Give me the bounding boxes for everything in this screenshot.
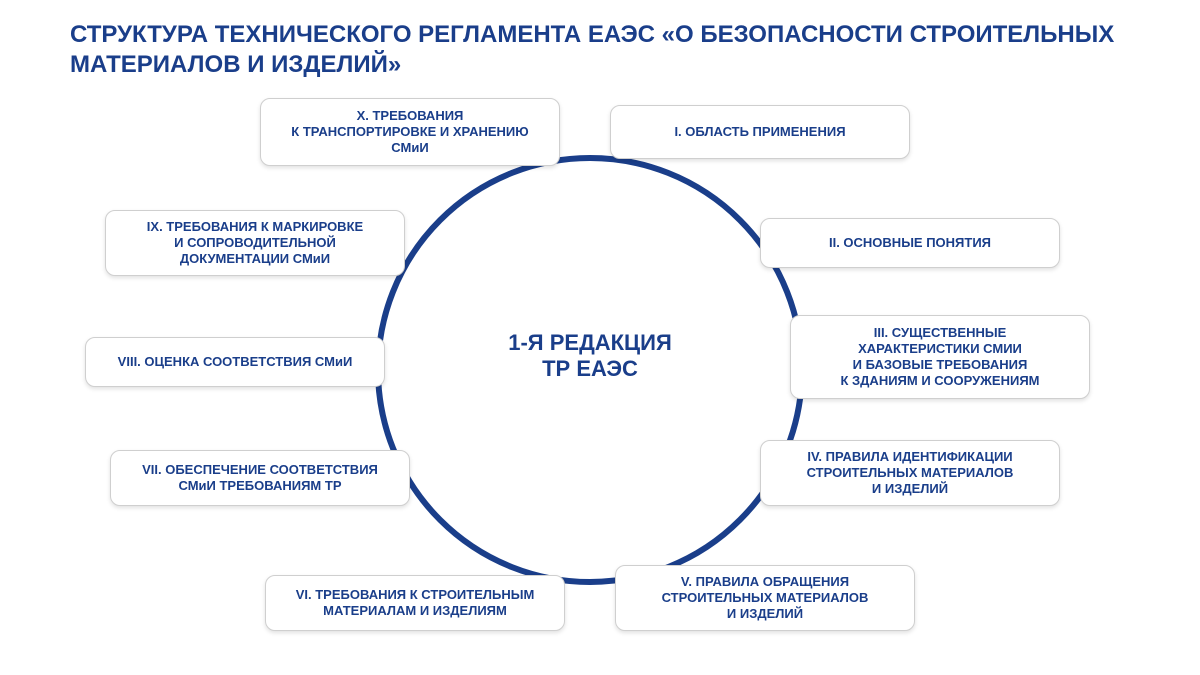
node-label: I. ОБЛАСТЬ ПРИМЕНЕНИЯ [674, 124, 845, 140]
node-s5: V. ПРАВИЛА ОБРАЩЕНИЯ СТРОИТЕЛЬНЫХ МАТЕРИ… [615, 565, 915, 631]
node-label: VIII. ОЦЕНКА СООТВЕТСТВИЯ СМиИ [118, 354, 353, 370]
center-label: 1-Я РЕДАКЦИЯ ТР ЕАЭС [470, 330, 710, 383]
node-s1: I. ОБЛАСТЬ ПРИМЕНЕНИЯ [610, 105, 910, 159]
node-label: IX. ТРЕБОВАНИЯ К МАРКИРОВКЕ И СОПРОВОДИТ… [147, 219, 363, 268]
node-label: Х. ТРЕБОВАНИЯ К ТРАНСПОРТИРОВКЕ И ХРАНЕН… [291, 108, 528, 157]
node-s4: IV. ПРАВИЛА ИДЕНТИФИКАЦИИ СТРОИТЕЛЬНЫХ М… [760, 440, 1060, 506]
node-label: VI. ТРЕБОВАНИЯ К СТРОИТЕЛЬНЫМ МАТЕРИАЛАМ… [296, 587, 535, 620]
center-label-line1: 1-Я РЕДАКЦИЯ [470, 330, 710, 356]
node-s8: VIII. ОЦЕНКА СООТВЕТСТВИЯ СМиИ [85, 337, 385, 387]
page-title: СТРУКТУРА ТЕХНИЧЕСКОГО РЕГЛАМЕНТА ЕАЭС «… [70, 20, 1130, 80]
node-label: IV. ПРАВИЛА ИДЕНТИФИКАЦИИ СТРОИТЕЛЬНЫХ М… [807, 449, 1014, 498]
node-s7: VII. ОБЕСПЕЧЕНИЕ СООТВЕТСТВИЯ СМиИ ТРЕБО… [110, 450, 410, 506]
center-label-line2: ТР ЕАЭС [470, 356, 710, 382]
node-label: VII. ОБЕСПЕЧЕНИЕ СООТВЕТСТВИЯ СМиИ ТРЕБО… [142, 462, 378, 495]
diagram-root: { "canvas": { "width": 1200, "height": 6… [0, 0, 1200, 675]
node-label: III. СУЩЕСТВЕННЫЕ ХАРАКТЕРИСТИКИ СМИИ И … [840, 325, 1039, 390]
node-label: II. ОСНОВНЫЕ ПОНЯТИЯ [829, 235, 991, 251]
node-s2: II. ОСНОВНЫЕ ПОНЯТИЯ [760, 218, 1060, 268]
node-label: V. ПРАВИЛА ОБРАЩЕНИЯ СТРОИТЕЛЬНЫХ МАТЕРИ… [662, 574, 869, 623]
node-s6: VI. ТРЕБОВАНИЯ К СТРОИТЕЛЬНЫМ МАТЕРИАЛАМ… [265, 575, 565, 631]
node-s3: III. СУЩЕСТВЕННЫЕ ХАРАКТЕРИСТИКИ СМИИ И … [790, 315, 1090, 399]
node-s10: Х. ТРЕБОВАНИЯ К ТРАНСПОРТИРОВКЕ И ХРАНЕН… [260, 98, 560, 166]
node-s9: IX. ТРЕБОВАНИЯ К МАРКИРОВКЕ И СОПРОВОДИТ… [105, 210, 405, 276]
